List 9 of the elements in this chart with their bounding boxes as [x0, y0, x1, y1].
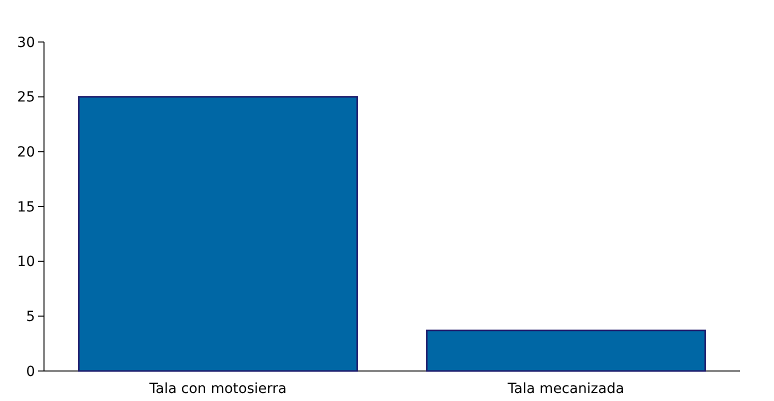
y-tick-label: 10 [17, 254, 35, 270]
y-tick-label: 25 [17, 90, 35, 106]
y-tick-label: 15 [17, 199, 35, 216]
x-tick-label: Tala mecanizada [506, 381, 624, 397]
y-tick-label: 20 [17, 144, 35, 161]
y-tick-label: 5 [26, 309, 35, 326]
x-tick-label: Tala con motosierra [148, 381, 287, 397]
y-tick-label: 30 [17, 34, 35, 51]
y-tick-label: 0 [26, 364, 35, 380]
